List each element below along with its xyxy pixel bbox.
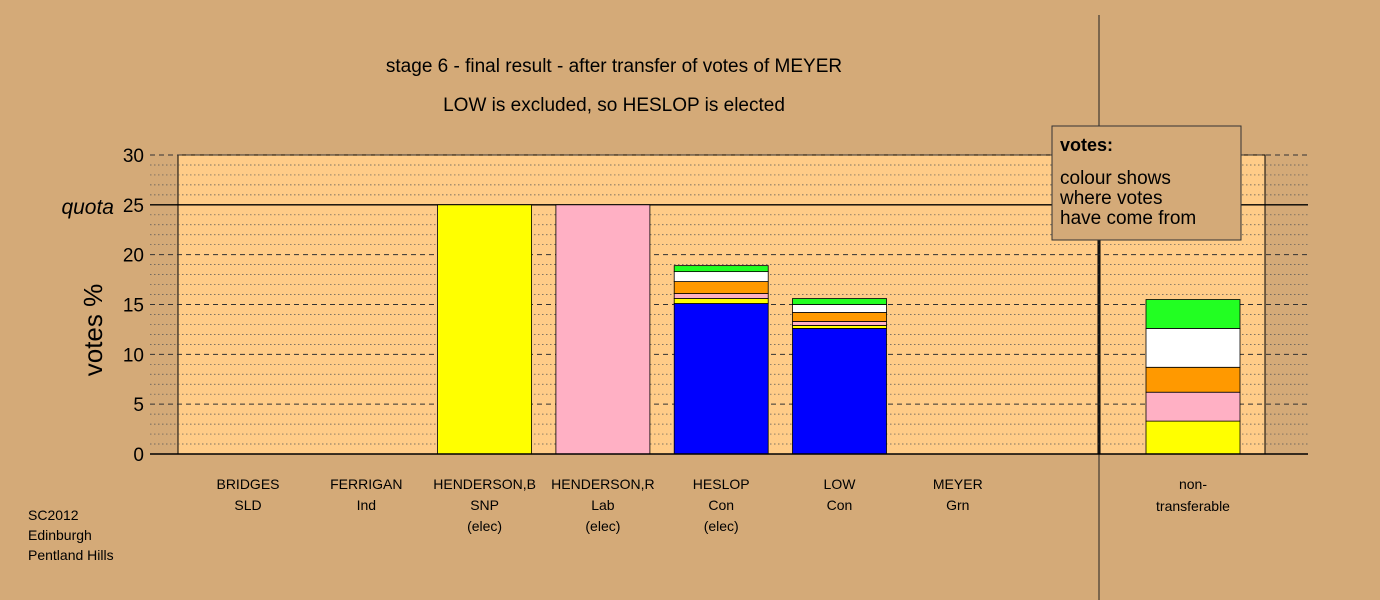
bar-segment-nontransferable [1145,391,1241,422]
bar-segment-low [792,328,887,455]
y-tick-label: 0 [133,445,144,466]
nontransferable-label-line-1: non- [1179,476,1207,492]
bar-segment-heslop [673,298,769,304]
legend-title: votes: [1060,135,1113,155]
legend-line-3: have come from [1060,208,1196,229]
x-tick-label: HESLOP [693,476,750,492]
x-tick-label: Con [708,497,734,513]
bar-segment-heslop [673,281,769,294]
bar-segment-nontransferable [1145,299,1241,329]
quota-label: quota [61,196,114,219]
x-tick-label: (elec) [704,518,739,534]
x-tick-label: BRIDGES [216,476,279,492]
y-tick-label: 5 [133,395,144,416]
x-tick-label: FERRIGAN [330,476,402,492]
x-tick-label: LOW [824,476,857,492]
legend: votes: colour shows where votes have com… [1051,125,1242,241]
y-axis-label: votes % [78,284,108,377]
bar-segment-nontransferable [1145,420,1241,455]
bar-segment-low [792,325,887,329]
bar-segment-heslop [673,265,769,273]
footer-line-2: Edinburgh [28,527,92,543]
bar-segment-heslop [673,293,769,299]
bar-segment-hendersonr [555,204,651,455]
x-tick-label: Lab [591,497,615,513]
bar-segment-low [792,298,887,305]
x-tick-label: SLD [234,497,261,513]
legend-line-1: colour shows [1060,168,1171,189]
x-tick-label: Ind [357,497,376,513]
bar-segment-nontransferable [1145,366,1241,393]
y-tick-label: 15 [123,296,144,317]
y-tick-label: 30 [123,146,144,167]
x-tick-label: Grn [946,497,969,513]
legend-line-2: where votes [1059,188,1162,209]
footer-line-1: SC2012 [28,507,79,523]
y-tick-labels: 0 5 10 15 20 25 30 [123,146,144,466]
y-tick-label: 20 [123,246,144,267]
y-tick-label: 10 [123,345,144,366]
footer-line-3: Pentland Hills [28,547,114,563]
bar-segment-low [792,312,887,322]
bar-segment-low [792,321,887,326]
x-tick-label: HENDERSON,R [551,476,654,492]
bar-segment-nontransferable [1145,328,1241,368]
nontransferable-label-line-2: transferable [1156,498,1230,514]
chart-subtitle: LOW is excluded, so HESLOP is elected [443,95,785,116]
x-tick-labels: BRIDGES SLD FERRIGAN Ind HENDERSON,B SNP (elec… [216,476,982,534]
x-tick-label: SNP [470,497,499,513]
bar-segment-low [792,304,887,313]
x-tick-label: MEYER [933,476,983,492]
legend-box [1051,125,1242,241]
bars [437,204,1241,455]
x-tick-label: HENDERSON,B [433,476,536,492]
x-tick-label: (elec) [585,518,620,534]
x-tick-label: (elec) [467,518,502,534]
bar-segment-hendersonb [437,204,533,455]
x-tick-label: Con [827,497,853,513]
chart-title: stage 6 - final result - after transfer … [386,56,842,77]
bar-segment-heslop [673,303,769,455]
bar-segment-heslop [673,271,769,282]
y-tick-label: 25 [123,196,144,217]
